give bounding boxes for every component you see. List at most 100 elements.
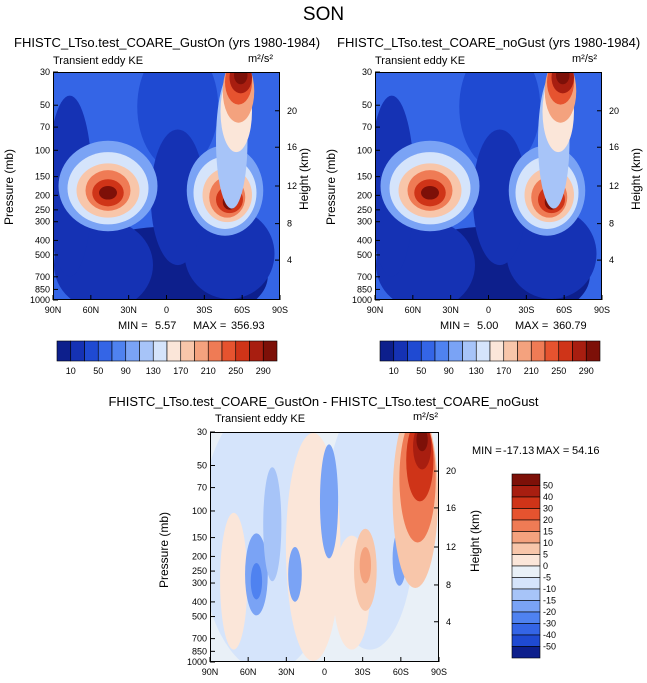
colorbar-swatch (517, 340, 532, 362)
colorbar-label: -20 (543, 607, 556, 617)
y-tick-label: 250 (192, 566, 207, 576)
colorbar-swatch (379, 340, 395, 362)
y-tick-label: 30 (362, 67, 372, 77)
y-tick-label: 50 (40, 100, 50, 110)
panel2-axes: 90N 60N 30N 0 30S 60S 90S 30 50 70 100 150 200 250 300… (352, 67, 619, 315)
y-tick-label: 850 (192, 646, 207, 656)
x-tick-label: 90N (45, 305, 62, 315)
x-tick-label: 0 (322, 667, 327, 677)
panel3-ylabel: Pressure (mb) (157, 511, 171, 588)
colorbar-swatch (585, 340, 601, 362)
colorbar-swatch (511, 485, 541, 498)
y-tick-label: 400 (357, 235, 372, 245)
panel1-colorbar: 10 50 90 130 170 210 250 290 (56, 340, 278, 376)
y-tick-label: 400 (35, 235, 50, 245)
colorbar-swatch (97, 340, 113, 362)
y-tick-label: 1000 (30, 295, 50, 305)
colorbar-label: 210 (524, 366, 539, 376)
colorbar-swatch (511, 473, 541, 486)
y-tick-label: 200 (35, 190, 50, 200)
colorbar-swatch (448, 340, 463, 362)
y-right-tick-label: 4 (446, 617, 451, 627)
contour-region (416, 433, 428, 452)
panel2-min-label: MIN = (440, 320, 470, 332)
y-tick-label: 500 (35, 250, 50, 260)
panel3-plot (210, 432, 439, 662)
colorbar-swatch (511, 634, 541, 647)
y-tick-label: 50 (362, 100, 372, 110)
axes-ticks: 90N 60N 30N 0 30S 60S 90S 30 50 70 100 150 200 250 300… (30, 67, 297, 315)
panel3-axes: 90N 60N 30N 0 30S 60S 90S 30 50 70 100 150 200 250 300… (187, 427, 456, 677)
colorbar-label: 30 (543, 504, 553, 514)
colorbar-label: 210 (201, 366, 216, 376)
colorbar-swatch (235, 340, 250, 362)
colorbar-swatch (511, 565, 541, 578)
contour-field (211, 433, 438, 661)
colorbar-swatch (420, 340, 436, 362)
panel3-subtitle: Transient eddy KE (215, 413, 306, 425)
panel3-title: FHISTC_LTso.test_COARE_GustOn - FHISTC_L… (108, 394, 539, 409)
colorbar-swatch (125, 340, 140, 362)
panel1-title: FHISTC_LTso.test_COARE_GustOn (yrs 1980-… (14, 35, 321, 50)
y-right-tick-label: 20 (609, 106, 619, 116)
colorbar-swatch (462, 340, 477, 362)
panel3-colorbar: 50 40 30 20 15 10 5 0 -5 -10 -15 -20 -30 -40 -50 (511, 473, 556, 659)
colorbar-swatch (558, 340, 573, 362)
colorbar-swatch (194, 340, 209, 362)
panel3-max-label: MAX = (536, 445, 570, 457)
y-tick-label: 700 (357, 272, 372, 282)
colorbar-label: -10 (543, 584, 556, 594)
colorbar-swatch (511, 600, 541, 613)
y-right-tick-label: 20 (287, 106, 297, 116)
y-tick-label: 300 (35, 217, 50, 227)
panel1-subtitle: Transient eddy KE (53, 55, 144, 67)
panel3-max-value: 54.16 (572, 445, 600, 457)
x-tick-label: 30N (442, 305, 459, 315)
y-right-tick-label: 4 (609, 255, 614, 265)
y-tick-label: 100 (357, 145, 372, 155)
colorbar-label: 10 (66, 366, 76, 376)
y-tick-label: 70 (362, 122, 372, 132)
y-right-tick-label: 12 (609, 181, 619, 191)
colorbar-label: 290 (579, 366, 594, 376)
colorbar-swatch (84, 340, 99, 362)
y-tick-label: 1000 (352, 295, 372, 305)
contour-region (556, 73, 570, 85)
x-tick-label: 30S (518, 305, 534, 315)
y-tick-label: 100 (192, 506, 207, 516)
x-tick-label: 60N (83, 305, 100, 315)
panel2-ylabel: Pressure (mb) (324, 148, 338, 225)
panel1-plot (53, 72, 280, 300)
panel2-min-value: 5.00 (477, 320, 499, 332)
y-right-tick-label: 8 (446, 580, 451, 590)
colorbar-label: 15 (543, 527, 553, 537)
panel1-min-value: 5.57 (155, 320, 177, 332)
y-tick-label: 700 (35, 272, 50, 282)
colorbar-label: 130 (146, 366, 161, 376)
y-tick-label: 500 (357, 250, 372, 260)
contour-region (220, 512, 248, 650)
colorbar-swatch (544, 340, 560, 362)
colorbar-label: 290 (256, 366, 271, 376)
x-tick-label: 90S (431, 667, 447, 677)
colorbar-swatch (139, 340, 154, 362)
colorbar-label: 90 (444, 366, 454, 376)
x-tick-label: 90S (594, 305, 610, 315)
contour-region (288, 547, 302, 602)
panel1-min-label: MIN = (118, 320, 148, 332)
x-tick-label: 30S (355, 667, 371, 677)
panel3-units: m²/s² (413, 411, 439, 423)
y-tick-label: 30 (197, 427, 207, 437)
colorbar-label: 170 (173, 366, 188, 376)
y-tick-label: 250 (35, 205, 50, 215)
y-tick-label: 70 (197, 483, 207, 493)
panel1-ylabel: Pressure (mb) (2, 148, 16, 225)
y-right-tick-label: 12 (287, 181, 297, 191)
y-tick-label: 700 (192, 634, 207, 644)
y-tick-label: 1000 (187, 657, 207, 667)
x-tick-label: 90S (272, 305, 288, 315)
y-tick-label: 150 (35, 172, 50, 182)
y-tick-label: 150 (357, 172, 372, 182)
colorbar-swatch (489, 340, 505, 362)
panel2-title: FHISTC_LTso.test_COARE_noGust (yrs 1980-… (337, 35, 641, 50)
